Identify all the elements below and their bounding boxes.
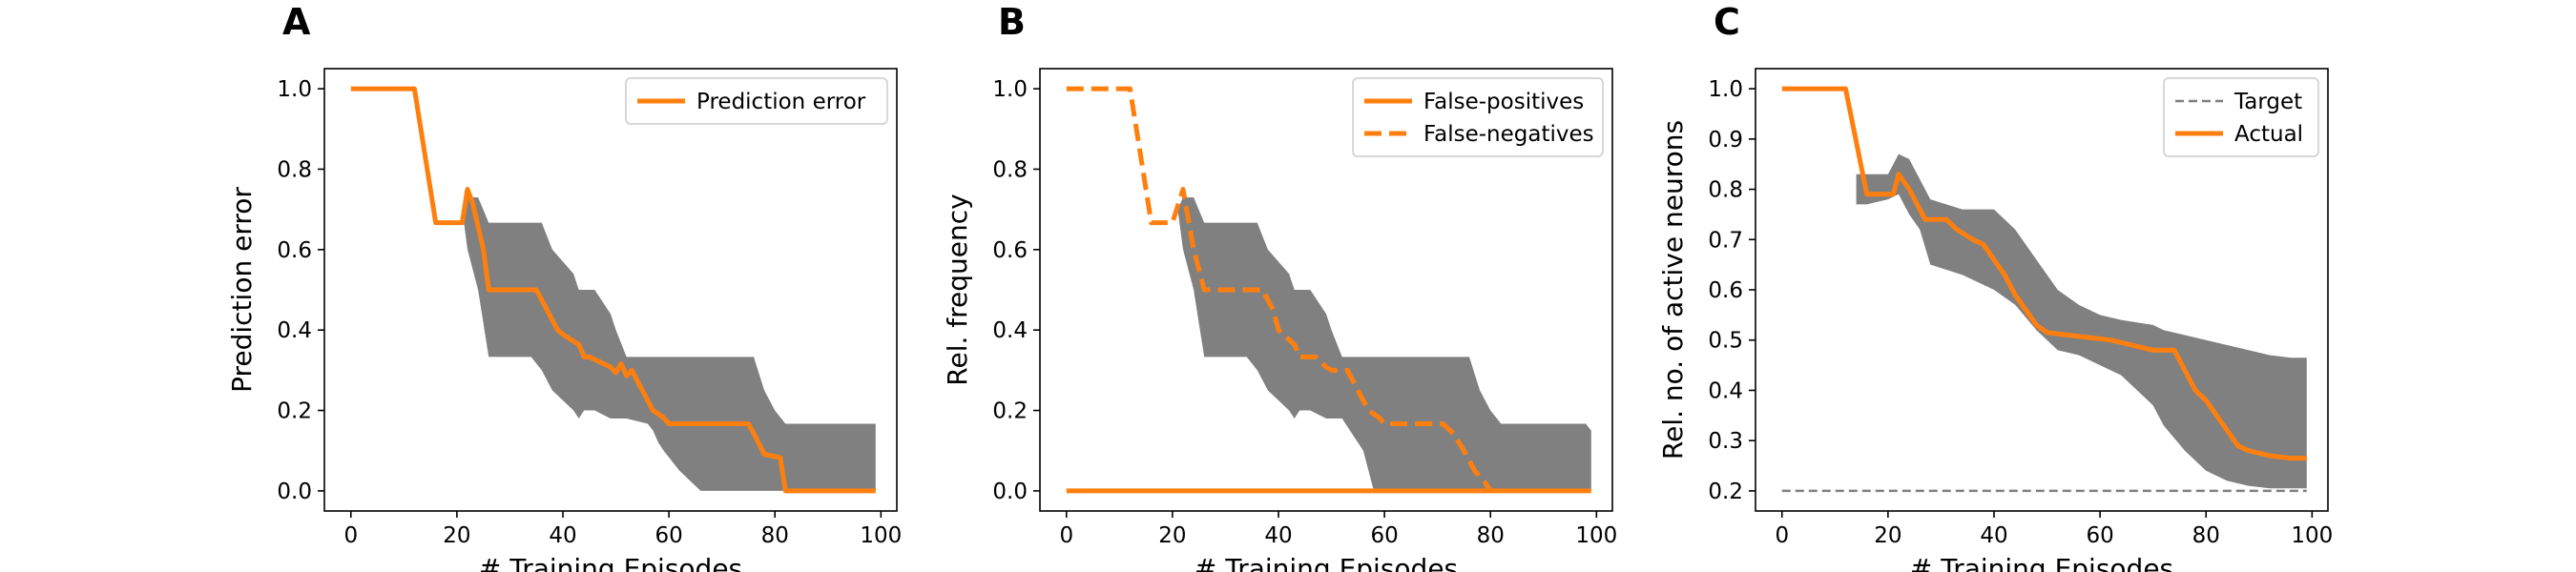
std-band: [1177, 197, 1591, 491]
y-tick-label: 0.6: [1708, 278, 1743, 303]
panel-letter-b: B: [998, 1, 1026, 43]
x-tick-label: 60: [2086, 523, 2113, 548]
y-axis-label: Prediction error: [226, 187, 258, 393]
y-tick-label: 1.0: [992, 77, 1028, 102]
y-axis-label: Rel. frequency: [942, 194, 973, 385]
y-tick-label: 0.2: [1708, 480, 1743, 504]
panel-c-plot: 0 20 40 60 80 100 0.2 0.3 0.4 0.5 0.6 0.7 0.8 0.9 1.0 #…: [1657, 68, 2333, 572]
x-tick-label: 80: [1477, 523, 1505, 548]
y-tick-label: 0.4: [277, 318, 312, 343]
x-tick-label: 0: [1059, 523, 1073, 548]
y-tick-label: 0.0: [277, 480, 312, 504]
panel-letter-a: A: [282, 1, 311, 43]
y-tick-label: 0.5: [1708, 329, 1743, 354]
panel-b-plot: 0 20 40 60 80 100 0.0 0.2 0.4 0.6 0.8 1.0 # Training…: [942, 68, 1617, 572]
x-tick-label: 40: [1980, 523, 2007, 548]
y-tick-label: 0.4: [992, 318, 1028, 343]
x-tick-label: 80: [761, 523, 789, 548]
x-tick-label: 40: [1264, 523, 1292, 548]
x-tick-label: 100: [2291, 523, 2333, 548]
y-tick-label: 0.8: [1708, 178, 1743, 203]
x-tick-label: 60: [1370, 523, 1398, 548]
y-tick-label: 0.0: [992, 480, 1028, 504]
y-tick-label: 0.2: [277, 399, 312, 424]
x-tick-label: 20: [1874, 523, 1901, 548]
legend-box: [2163, 77, 2319, 157]
x-tick-label: 100: [860, 523, 902, 548]
panel-letter-c: C: [1714, 1, 1740, 43]
legend-label: Actual: [2234, 122, 2303, 147]
legend: Prediction error: [625, 77, 888, 125]
x-tick-label: 40: [549, 523, 576, 548]
legend-box: [625, 77, 888, 125]
y-tick-label: 0.8: [277, 157, 312, 182]
series-line-prediction-error: [350, 86, 876, 494]
y-tick-label: 0.4: [1708, 378, 1743, 403]
legend-label: False-positives: [1423, 90, 1584, 114]
x-tick-label: 0: [343, 523, 358, 548]
y-tick-label: 0.6: [992, 238, 1028, 263]
x-tick-label: 80: [2192, 523, 2220, 548]
y-tick-label: 0.7: [1708, 228, 1743, 253]
series-line-false-negatives: [1066, 86, 1493, 493]
y-tick-label: 1.0: [1708, 77, 1743, 102]
y-tick-label: 0.3: [1708, 429, 1743, 454]
x-axis-label: # Training Episodes: [479, 553, 742, 572]
y-tick-label: 0.9: [1708, 128, 1743, 153]
x-axis-label: # Training Episodes: [1910, 553, 2173, 572]
y-tick-label: 0.6: [277, 238, 312, 263]
panel-a-plot: 0 20 40 60 80 100 0.0 0.2 0.4 0.6 0.8 1.0 # Training…: [226, 68, 902, 572]
y-tick-label: 1.0: [277, 77, 312, 102]
legend: Target Actual: [2163, 77, 2319, 157]
y-tick-label: 0.8: [992, 157, 1028, 182]
legend-label: False-negatives: [1423, 122, 1594, 147]
x-tick-label: 100: [1575, 523, 1617, 548]
legend: False-positives False-negatives: [1352, 77, 1604, 157]
x-tick-label: 0: [1775, 523, 1789, 548]
std-band: [462, 197, 876, 491]
series-line-actual: [1781, 86, 2307, 461]
legend-label: Target: [2233, 90, 2302, 114]
axes-frame: [323, 68, 898, 512]
y-axis-label: Rel. no. of active neurons: [1657, 120, 1689, 460]
x-tick-label: 20: [1158, 523, 1186, 548]
legend-box: [1352, 77, 1604, 157]
y-tick-label: 0.2: [992, 399, 1028, 424]
x-tick-label: 60: [654, 523, 682, 548]
legend-label: Prediction error: [696, 90, 866, 114]
x-axis-label: # Training Episodes: [1195, 553, 1458, 572]
axes-frame: [1039, 68, 1613, 512]
x-tick-label: 20: [443, 523, 470, 548]
std-band: [1856, 153, 2307, 489]
